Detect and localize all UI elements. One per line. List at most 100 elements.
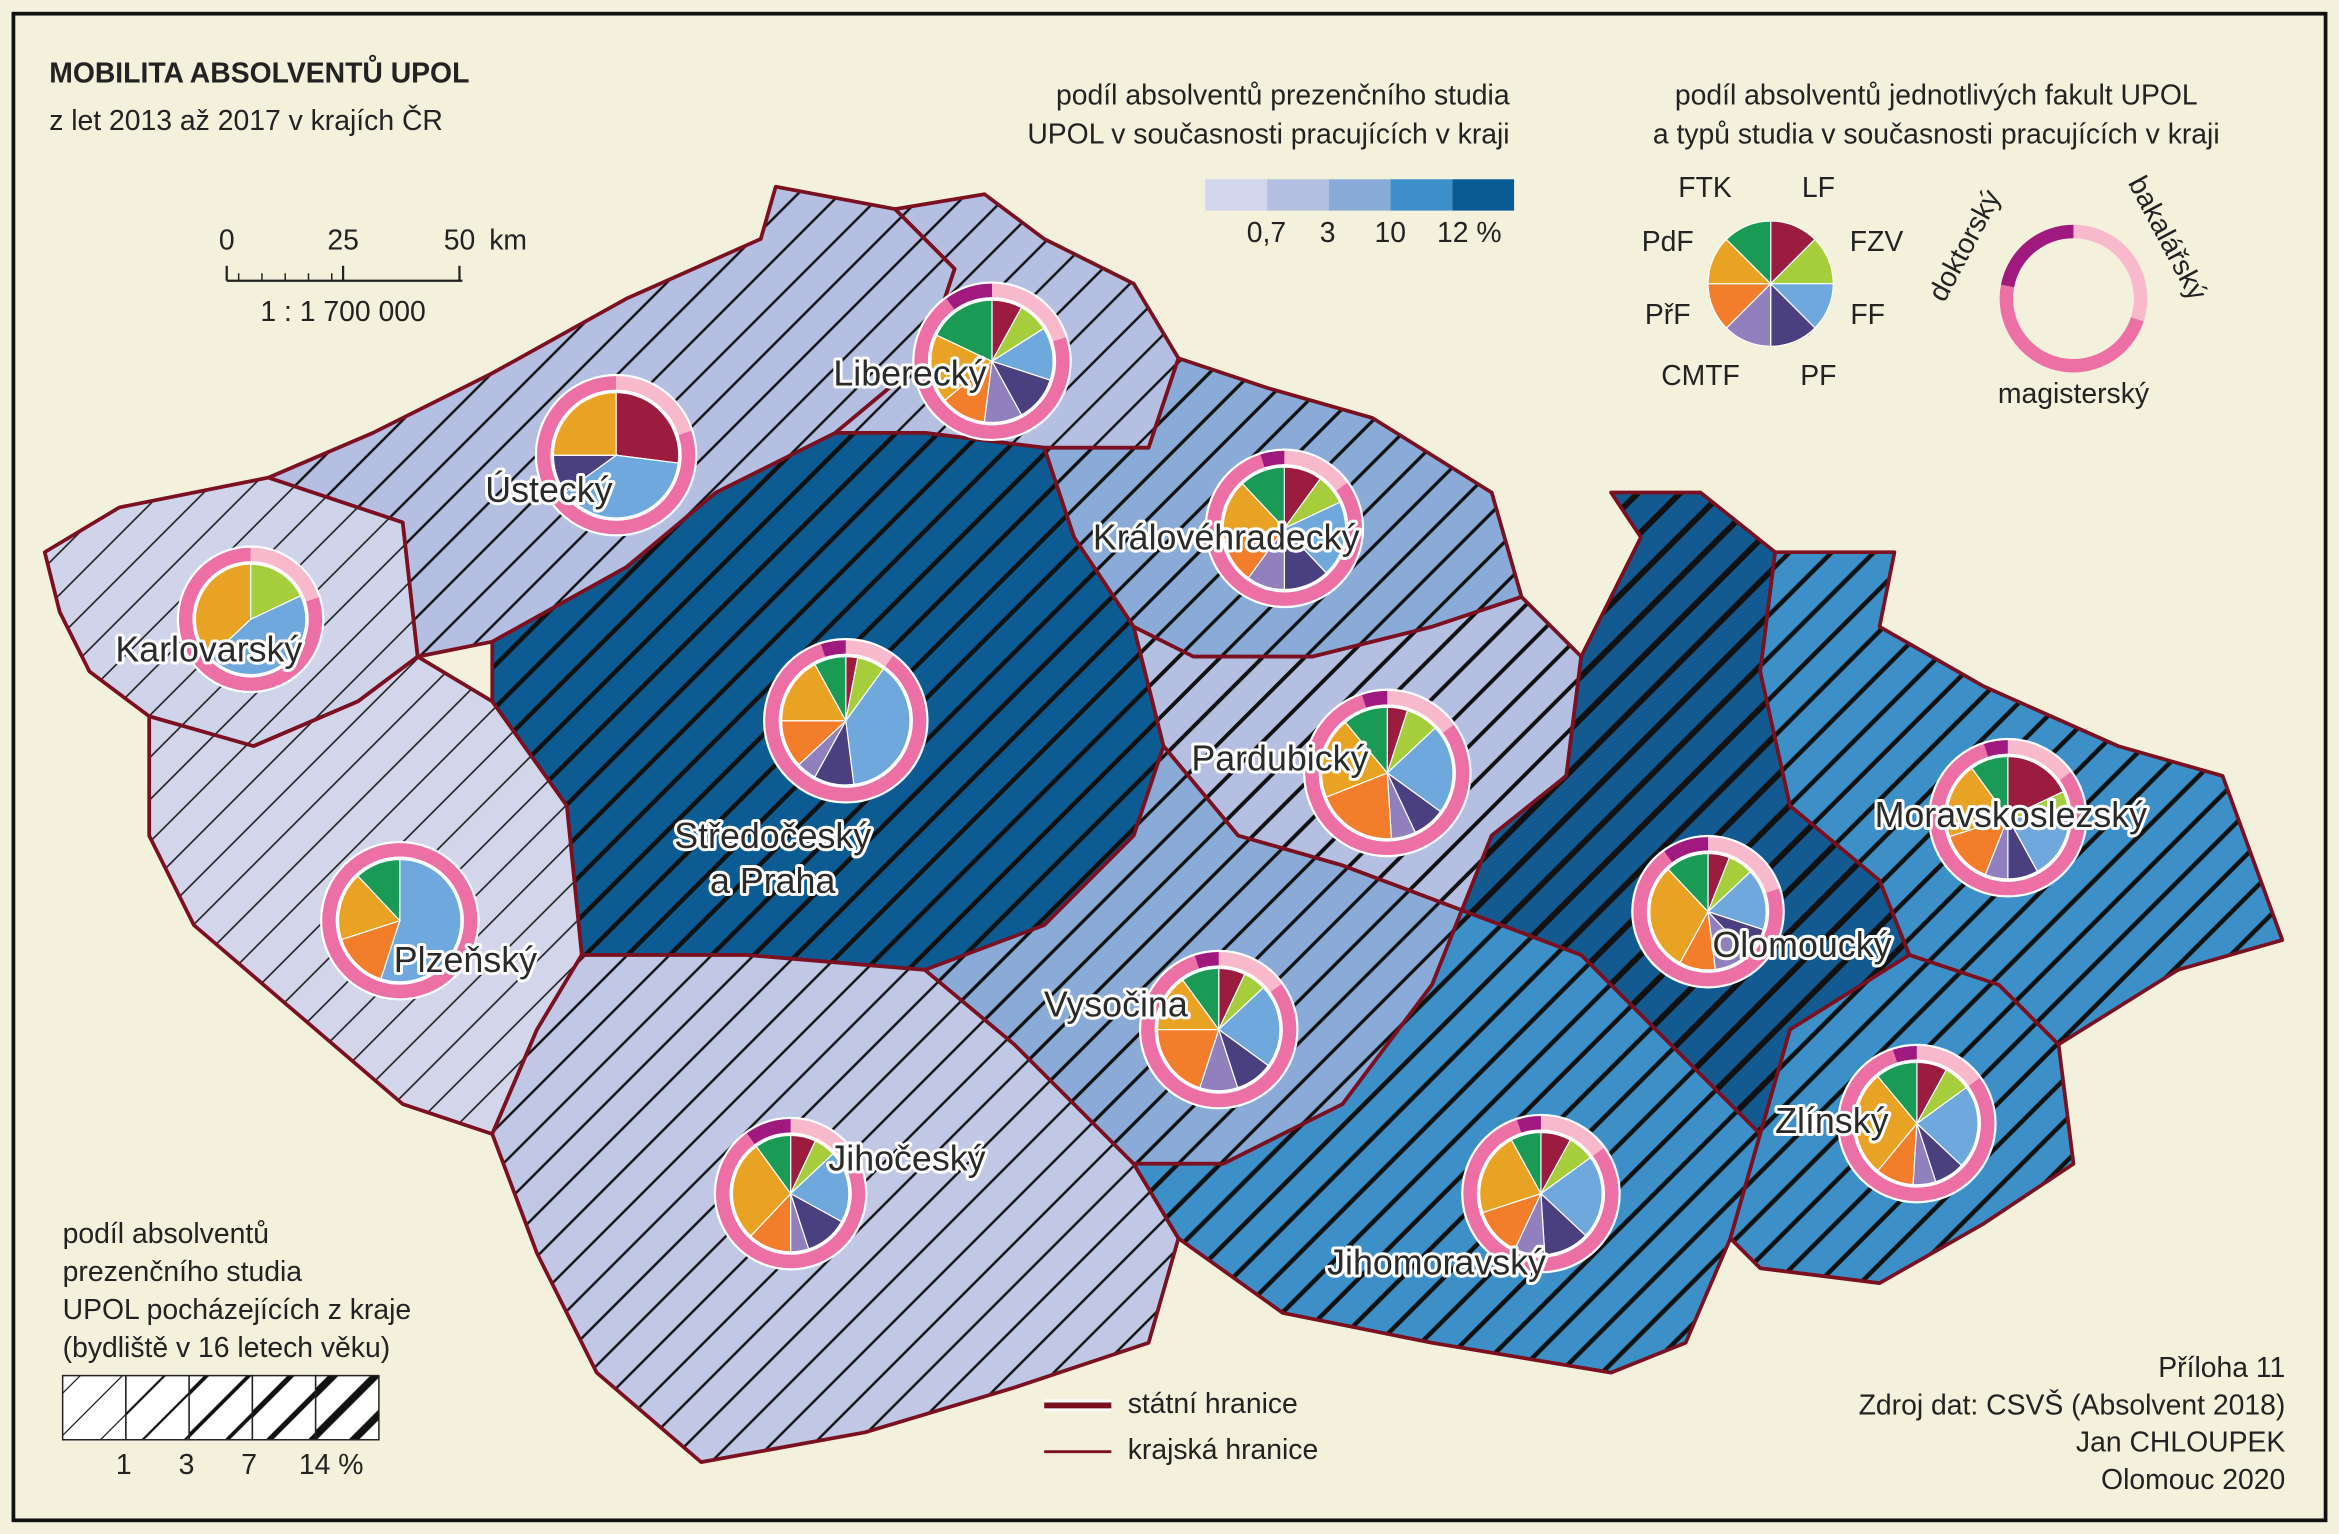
legend-title: UPOL pocházejících z kraje (63, 1294, 412, 1326)
legend-ring-segment (2073, 224, 2148, 322)
study-ring-segment (716, 1133, 866, 1269)
legend-swatch (125, 1374, 190, 1441)
pie-slice (194, 563, 252, 658)
study-ring-segment (765, 644, 927, 802)
pie-slice (1181, 967, 1220, 1032)
region-label: Středočeský (674, 816, 871, 856)
legend-label: LF (1802, 172, 1835, 204)
region-label: Olomoucký (1712, 925, 1891, 965)
legend-label: FF (1850, 299, 1885, 331)
region-label: Liberecký (833, 354, 986, 394)
legend-label: krajská hranice (1128, 1434, 1319, 1466)
study-ring-segment (991, 283, 1066, 342)
legend-label: PřF (1645, 299, 1691, 331)
study-ring-segment (1206, 454, 1362, 606)
legend-title: prezenčního studia (63, 1256, 303, 1288)
legend-swatch (1205, 179, 1268, 211)
study-ring-segment (2007, 740, 2071, 781)
study-ring-segment (1260, 450, 1285, 468)
region-label: Zlínský (1775, 1101, 1888, 1141)
pie-slice (930, 334, 994, 402)
study-ring-segment (1633, 851, 1783, 987)
region-label: Karlovarský (115, 630, 302, 670)
study-ring-segment (1892, 1045, 1918, 1063)
pie-slice (1667, 852, 1709, 914)
region-label: Pardubický (1191, 738, 1368, 778)
legend-swatch (1328, 179, 1391, 211)
pie-slice (1971, 755, 2009, 820)
scale-label: 25 (327, 224, 359, 256)
legend-label: PF (1800, 360, 1836, 392)
legend-label: 14 % (299, 1449, 364, 1481)
study-ring-segment (1664, 837, 1709, 863)
legend-title: a typů studia v současnosti pracujících … (1653, 118, 2220, 150)
pie-slice (564, 454, 679, 519)
pie-slice (250, 563, 302, 621)
footer-line: Olomouc 2020 (2101, 1464, 2285, 1496)
study-ring-segment (1463, 1119, 1619, 1272)
study-ring-segment (1284, 450, 1348, 491)
legend-label: státní hranice (1128, 1388, 1298, 1420)
legend-label: PdF (1642, 226, 1694, 258)
legend-swatch (61, 1374, 127, 1441)
study-ring-segment (914, 298, 1070, 439)
pie-slice (781, 663, 847, 722)
pie-slice (357, 858, 401, 923)
legend-label: 0,7 (1247, 217, 1286, 249)
pie-slice (789, 1152, 850, 1223)
pie-slice (1321, 721, 1389, 798)
legend-label: magisterský (1998, 378, 2150, 410)
study-ring-segment (1707, 837, 1779, 894)
pie-slice (814, 656, 847, 722)
subtitle: z let 2013 až 2017 v krajích ČR (49, 105, 443, 137)
pie-slice (615, 391, 680, 464)
study-ring-segment (615, 376, 692, 436)
study-ring-segment (1516, 1116, 1542, 1133)
legend-title: (bydliště v 16 letech věku) (63, 1332, 391, 1364)
pie-slice (731, 1145, 792, 1237)
study-ring-segment (537, 376, 696, 535)
title: MOBILITA ABSOLVENTŮ UPOL (49, 55, 469, 89)
study-ring-segment (1218, 951, 1282, 993)
legend-ring-segment (1999, 284, 2144, 373)
frame (11, 11, 2328, 1523)
pie-slice (1386, 727, 1454, 813)
pie-slice (1540, 1156, 1603, 1237)
pie-slice (2007, 755, 2064, 819)
pie-slice (552, 391, 617, 456)
pie-slice (1479, 1139, 1542, 1214)
legend-label: 3 (1320, 217, 1336, 249)
scale-ratio: 1 : 1 700 000 (260, 296, 425, 328)
legend-label: 12 % (1437, 217, 1502, 249)
legend-label: FTK (1678, 172, 1732, 204)
pie-slice (380, 858, 462, 983)
region-label: Královéhradecký (1093, 518, 1360, 558)
legend-title: podíl absolventů jednotlivých fakult UPO… (1675, 80, 2198, 112)
study-ring-segment (1916, 1045, 1980, 1087)
study-ring-segment (946, 283, 993, 310)
legend-label: CMTF (1661, 360, 1740, 392)
pie-slice (1283, 501, 1347, 574)
pie-slice (1222, 482, 1286, 541)
legend-label: FZV (1850, 226, 1904, 258)
legend-label: 7 (241, 1449, 257, 1481)
region-label: Vysočina (1044, 985, 1188, 1025)
study-ring-segment (1194, 951, 1219, 969)
legend-label: 3 (179, 1449, 195, 1481)
legend-swatch (1267, 179, 1329, 211)
pies (176, 281, 2088, 1274)
study-ring-segment (1930, 743, 2086, 896)
region-label: Ústecký (485, 470, 612, 510)
scale-label: 0 (219, 224, 235, 256)
legend-label: 10 (1375, 217, 1407, 249)
study-ring-segment (322, 843, 478, 999)
pie-slice (2006, 813, 2070, 873)
study-ring-segment (1839, 1049, 1995, 1202)
pie-slice (845, 668, 911, 786)
legend-label: 1 (116, 1449, 132, 1481)
pie-slice (1877, 1061, 1918, 1126)
study-ring-segment (1305, 694, 1470, 855)
region-labels: Karlovarský Ústecký Liberecký Královéhradec… (112, 351, 2150, 1286)
pie-slice (338, 875, 401, 941)
